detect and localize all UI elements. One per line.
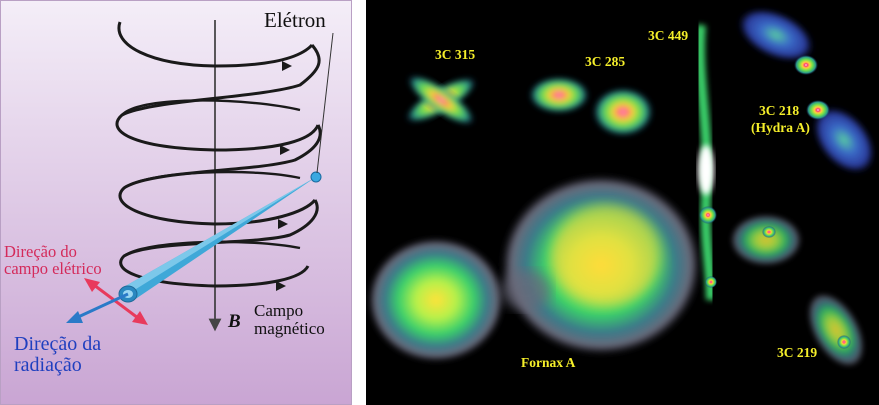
3c218-source [738, 8, 875, 173]
electron-dot [310, 171, 322, 183]
helix-back-lines [121, 99, 301, 257]
field-label: Campo magnético [254, 302, 325, 338]
electron-pointer [316, 32, 334, 174]
field-label-line1: Campo [254, 301, 304, 320]
label-3c219: 3C 219 [777, 345, 818, 360]
3c285-source [529, 77, 653, 136]
synchrotron-diagram: Elétron Direção do campo elétrico Direçã… [0, 0, 352, 405]
label-3c218: 3C 218 [759, 103, 800, 118]
helix-arrows [276, 61, 292, 291]
electron-label: Elétron [264, 8, 326, 32]
radiation-label-line2: radiação [14, 354, 82, 376]
field-symbol: B [228, 311, 241, 332]
efield-label-line2: campo elétrico [4, 259, 102, 279]
radio-map-canvas [366, 0, 879, 405]
3c315-source [405, 75, 477, 125]
diagram-background [0, 0, 352, 405]
radiation-label: Direção da radiação [14, 334, 101, 376]
efield-arrow [84, 278, 148, 325]
label-3c285: 3C 285 [585, 54, 626, 69]
label-hydra-a: (Hydra A) [751, 120, 810, 135]
radiation-arrow [66, 292, 129, 323]
field-label-line2: magnético [254, 318, 325, 338]
helix-path [115, 21, 322, 288]
radiation-label-line1: Direção da [14, 333, 102, 355]
label-3c449: 3C 449 [648, 28, 689, 43]
fornax-a-source [368, 175, 701, 362]
efield-label: Direção do campo elétrico [4, 243, 102, 278]
radio-galaxies-image: 3C 315 3C 285 3C 449 3C 218 (Hydra A) Fo… [366, 0, 879, 405]
label-fornax-a: Fornax A [521, 355, 576, 370]
diagram-canvas [0, 0, 352, 405]
efield-label-line1: Direção do [4, 242, 77, 261]
3c449-source [694, 24, 717, 301]
label-3c315: 3C 315 [435, 47, 476, 62]
3c219-source [731, 215, 864, 367]
